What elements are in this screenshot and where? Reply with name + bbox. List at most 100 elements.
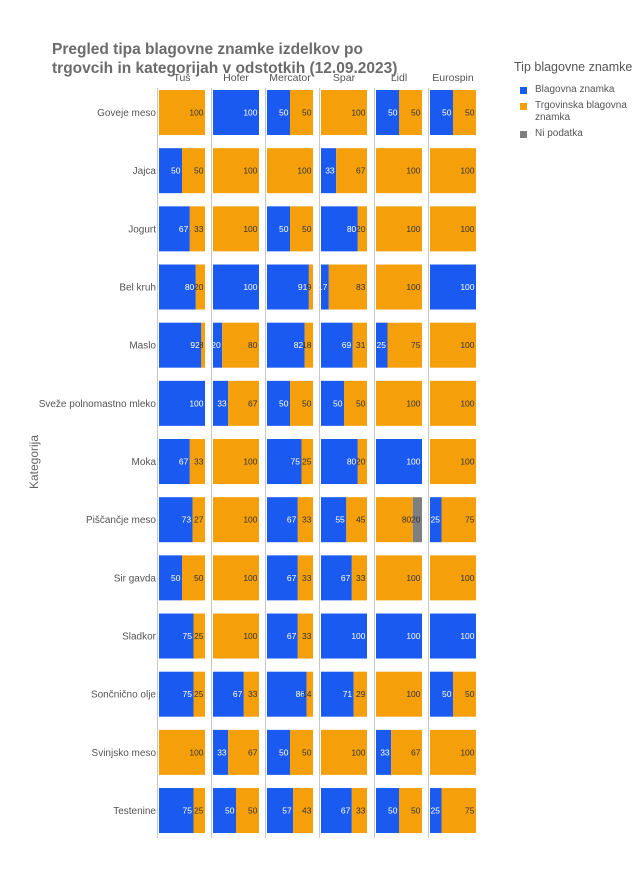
bar-value-label: 100 <box>406 166 420 176</box>
bar-value-label: 67 <box>287 515 297 525</box>
bar-segment <box>222 322 259 368</box>
bar-segment <box>321 206 358 252</box>
category-label: Sladkor <box>122 632 157 643</box>
bar-segment <box>189 439 205 485</box>
bar-value-label: 50 <box>465 689 475 699</box>
bar-value-label: 45 <box>356 515 366 525</box>
bar-value-label: 67 <box>179 457 189 467</box>
bar-segment <box>290 729 313 775</box>
bar-value-label: 20 <box>356 224 366 234</box>
bar-value-label: 80 <box>402 515 412 525</box>
bar-value-label: 100 <box>406 573 420 583</box>
bar-value-label: 67 <box>248 747 258 757</box>
bar-segment <box>213 206 259 252</box>
bar-value-label: 25 <box>194 631 204 641</box>
bar-segment <box>430 264 476 310</box>
bar-segment <box>346 497 367 543</box>
category-label: Piščančje meso <box>86 515 156 526</box>
legend: Tip blagovne znamke Blagovna znamka Trgo… <box>514 60 640 144</box>
bar-value-label: 100 <box>460 398 474 408</box>
bar-segment <box>430 148 476 194</box>
bar-segment <box>321 729 367 775</box>
bar-segment <box>441 788 476 834</box>
category-label: Jajca <box>133 166 157 177</box>
category-label: Sončnično olje <box>91 690 156 701</box>
bar-segment <box>297 497 313 543</box>
bar-value-label: 67 <box>248 398 258 408</box>
bar-value-label: 50 <box>442 108 452 118</box>
bar-value-label: 25 <box>194 806 204 816</box>
bar-segment <box>453 90 476 135</box>
bar-value-label: 33 <box>217 398 227 408</box>
bar-segment <box>357 439 367 485</box>
bar-value-label: 50 <box>411 806 421 816</box>
chart-title: Pregled tipa blagovne znamke izdelkov po… <box>52 41 398 77</box>
bar-segment <box>267 439 302 485</box>
bar-value-label: 75 <box>183 806 193 816</box>
bar-segment <box>376 788 399 834</box>
bar-value-label: 50 <box>465 108 475 118</box>
category-label: Moka <box>132 457 157 468</box>
facet-header-2: Mercator <box>269 72 311 84</box>
bar-segment <box>453 671 476 717</box>
bar-value-label: 33 <box>194 457 204 467</box>
bar-value-label: 100 <box>460 166 474 176</box>
bar-value-label: 25 <box>194 689 204 699</box>
bar-segment <box>304 322 313 368</box>
bar-segment <box>336 148 367 194</box>
bar-segment <box>308 264 313 310</box>
bar-segment <box>344 380 367 426</box>
category-label: Maslo <box>129 341 156 352</box>
bar-value-label: 50 <box>411 108 421 118</box>
category-label: Goveje meso <box>97 108 156 119</box>
bar-value-label: 55 <box>335 515 345 525</box>
bar-value-label: 100 <box>406 224 420 234</box>
facet-header-3: Spar <box>333 72 356 84</box>
bar-segment <box>351 555 367 601</box>
bar-value-label: 33 <box>302 631 312 641</box>
bar-value-label: 33 <box>356 806 366 816</box>
bar-value-label: 69 <box>342 340 352 350</box>
bar-value-label: 100 <box>189 398 203 408</box>
bar-segment <box>267 497 298 543</box>
bar-value-label: 50 <box>302 747 312 757</box>
bar-segment <box>159 380 205 426</box>
bar-value-label: 92 <box>190 340 200 350</box>
bar-value-label: 14 <box>302 689 312 699</box>
bar-value-label: 83 <box>356 282 366 292</box>
bar-segment <box>399 788 422 834</box>
bar-segment <box>376 90 399 135</box>
bar-segment <box>213 148 259 194</box>
bar-value-label: 82 <box>294 340 304 350</box>
bar-segment <box>357 206 367 252</box>
bar-segment <box>297 613 313 659</box>
bar-segment <box>321 380 344 426</box>
bar-value-label: 86 <box>296 689 306 699</box>
bar-segment <box>321 671 354 717</box>
bar-value-label: 100 <box>406 689 420 699</box>
bar-value-label: 27 <box>194 515 204 525</box>
bar-value-label: 20 <box>411 515 421 525</box>
bar-segment <box>412 497 422 543</box>
category-label: Bel kruh <box>119 283 156 294</box>
legend-label: Trgovinska blagovna znamka <box>535 100 627 123</box>
bar-value-label: 73 <box>182 515 192 525</box>
bar-segment <box>321 613 367 659</box>
bar-segment <box>391 729 422 775</box>
bar-segment <box>193 788 205 834</box>
bar-segment <box>321 322 353 368</box>
bar-value-label: 100 <box>351 747 365 757</box>
bar-segment <box>159 206 190 252</box>
bar-value-label: 100 <box>243 224 257 234</box>
bar-value-label: 100 <box>460 457 474 467</box>
bar-value-label: 50 <box>388 806 398 816</box>
bar-segment <box>201 322 205 368</box>
bar-value-label: 25 <box>377 340 387 350</box>
bar-value-label: 80 <box>248 340 258 350</box>
bar-value-label: 50 <box>302 224 312 234</box>
facet-header-1: Hofer <box>223 72 249 84</box>
bar-segment <box>430 729 476 775</box>
bar-value-label: 33 <box>302 515 312 525</box>
bar-segment <box>213 439 259 485</box>
bar-value-label: 50 <box>194 573 204 583</box>
